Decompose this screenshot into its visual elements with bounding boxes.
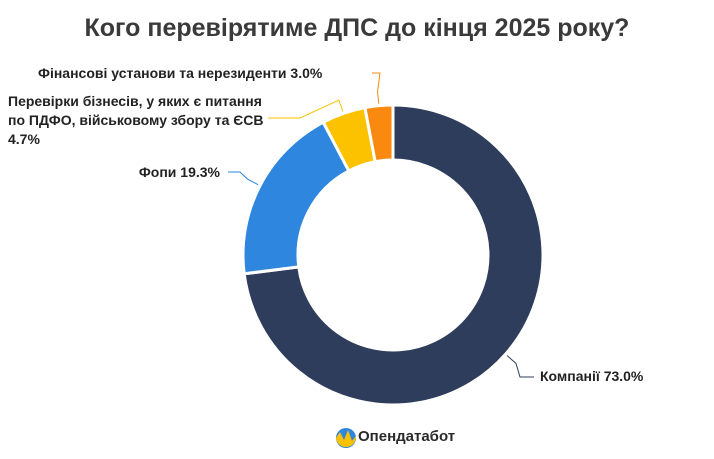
- value-label: 73.0%: [603, 368, 644, 384]
- data-label: Перевірки бізнесів, у яких є питання по …: [8, 92, 273, 149]
- donut-segment: [242, 103, 545, 407]
- leader-line: [228, 171, 259, 186]
- category-name: Фінансові установи та нерезиденти: [38, 65, 287, 81]
- chart-title: Кого перевірятиме ДПС до кінця 2025 року…: [84, 14, 630, 42]
- donut-segment: [363, 103, 395, 164]
- category-name: Перевірки бізнесів, у яких є питання по …: [8, 93, 264, 128]
- leader-line: [268, 99, 344, 119]
- value-label: 19.3%: [180, 164, 220, 180]
- brand-logo: [336, 428, 357, 448]
- brand-name: Опендатабот: [358, 428, 456, 445]
- category-name: Компанії: [540, 368, 600, 384]
- value-label: 3.0%: [290, 65, 323, 81]
- value-label: 4.7%: [8, 131, 40, 147]
- leader-line: [372, 72, 381, 104]
- data-label: Фінансові установи та нерезиденти 3.0%: [38, 64, 368, 83]
- data-label: Компанії 73.0%: [540, 367, 710, 386]
- data-label: Фопи 19.3%: [80, 163, 220, 182]
- category-name: Фопи: [138, 164, 177, 180]
- leader-line: [506, 355, 534, 378]
